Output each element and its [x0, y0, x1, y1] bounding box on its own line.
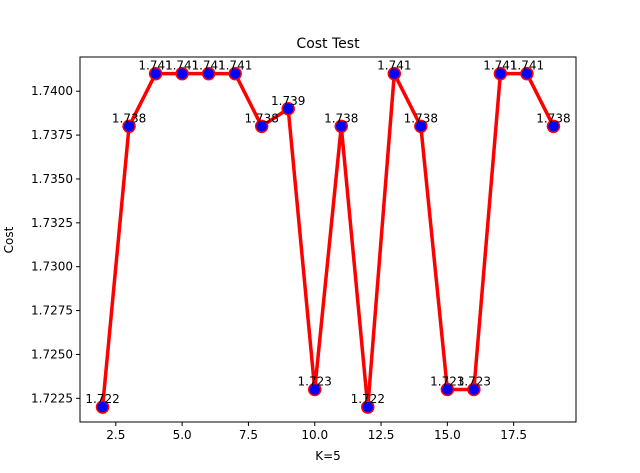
x-tick-label: 17.5	[500, 428, 527, 442]
data-point	[95, 400, 110, 414]
data-point	[414, 119, 428, 134]
data-label: 1.741	[165, 59, 199, 73]
data-point	[493, 66, 508, 81]
y-tick-label: 1.7300	[31, 260, 73, 274]
data-label: 1.739	[271, 94, 305, 108]
data-label: 1.723	[298, 375, 332, 389]
data-point	[440, 382, 455, 397]
data-point	[546, 119, 561, 134]
data-point	[228, 66, 242, 81]
data-label: 1.738	[112, 111, 146, 125]
data-point	[307, 382, 322, 397]
x-axis-title: K=5	[315, 449, 341, 463]
data-label: 1.738	[536, 111, 570, 125]
data-label: 1.738	[245, 111, 279, 125]
y-tick-label: 1.7250	[31, 347, 73, 361]
data-label: 1.723	[430, 375, 464, 389]
data-point	[254, 119, 269, 134]
y-tick-label: 1.7225	[31, 391, 73, 405]
y-tick-label: 1.7375	[31, 128, 73, 142]
data-point	[334, 119, 349, 134]
data-point	[467, 382, 481, 397]
data-point	[175, 66, 189, 81]
x-tick-label: 2.5	[106, 428, 125, 442]
plot-frame	[79, 56, 577, 423]
data-label: 1.722	[85, 392, 119, 406]
plot-area: 2.5 5.0 7.5 10.0 12.5 15.0 17.5 1.7225 1.7250 1.7…	[31, 56, 577, 442]
y-tick-label: 1.7275	[31, 304, 73, 318]
data-point	[122, 119, 136, 134]
data-label: 1.741	[138, 59, 172, 73]
data-point	[281, 102, 295, 116]
y-tick-label: 1.7350	[31, 172, 73, 186]
chart-title: Cost Test	[296, 36, 360, 52]
x-tick-label: 15.0	[434, 428, 461, 442]
data-point	[520, 66, 534, 81]
data-label: 1.741	[483, 59, 517, 73]
y-tick-label: 1.7400	[31, 84, 73, 98]
y-axis-title: Cost	[2, 226, 16, 253]
data-label: 1.741	[218, 59, 252, 73]
x-tick-label: 10.0	[301, 428, 328, 442]
data-label: 1.741	[510, 59, 544, 73]
data-label: 1.723	[457, 375, 491, 389]
data-point	[201, 66, 216, 81]
x-tick-label: 12.5	[368, 428, 395, 442]
x-tick-label: 7.5	[239, 428, 258, 442]
data-label: 1.741	[191, 59, 225, 73]
y-tick-label: 1.7325	[31, 216, 73, 230]
x-tick-label: 5.0	[173, 428, 192, 442]
data-point	[361, 400, 375, 414]
data-label: 1.722	[351, 392, 385, 406]
data-point	[387, 66, 402, 81]
data-label: 1.738	[404, 111, 438, 125]
data-label: 1.738	[324, 111, 358, 125]
data-label: 1.741	[377, 59, 411, 73]
data-point	[148, 66, 163, 81]
